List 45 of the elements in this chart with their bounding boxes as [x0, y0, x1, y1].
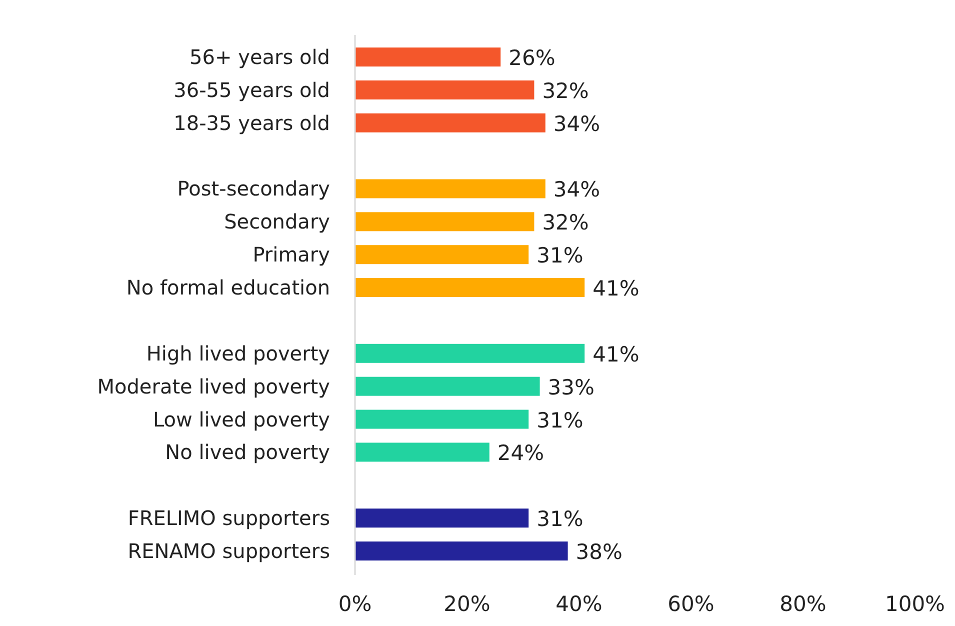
x-tick-label: 20% [444, 592, 490, 616]
bar [355, 376, 540, 396]
y-tick-label: High lived poverty [146, 341, 330, 366]
bar [355, 212, 534, 232]
data-label: 38% [576, 540, 622, 564]
x-tick-label: 40% [556, 592, 602, 616]
x-tick-label: 100% [884, 592, 946, 616]
data-label: 32% [542, 210, 589, 235]
bar [355, 48, 501, 66]
y-tick-label: FRELIMO supporters [128, 506, 330, 530]
bar [355, 179, 546, 198]
bar [355, 245, 529, 264]
bar [355, 278, 585, 298]
y-tick-label: No lived poverty [165, 440, 330, 464]
bar [355, 410, 529, 429]
y-tick-label: 56+ years old [190, 45, 330, 69]
data-label: 31% [536, 507, 584, 532]
y-tick-label: Secondary [224, 210, 330, 234]
data-label: 34% [553, 112, 600, 136]
y-tick-label: 18-35 years old [174, 110, 330, 135]
bar [355, 542, 568, 560]
y-tick-label: No formal education [126, 276, 330, 300]
x-tick-label: 0% [338, 592, 372, 616]
data-label: 34% [553, 178, 600, 202]
bar [355, 442, 490, 462]
y-tick-label: Primary [252, 242, 330, 267]
y-tick-label: Post-secondary [177, 176, 330, 201]
bar [355, 508, 529, 528]
y-tick-label: RENAMO supporters [128, 539, 330, 563]
data-label: 24% [497, 441, 544, 466]
x-tick-label: 60% [668, 592, 714, 616]
y-tick-label: 36-55 years old [174, 78, 330, 102]
x-tick-label: 80% [780, 592, 826, 616]
y-tick-label: Moderate lived poverty [97, 374, 330, 398]
data-label: 26% [508, 46, 556, 70]
data-label: 41% [592, 276, 640, 301]
bar [355, 113, 546, 132]
bar [355, 80, 534, 100]
data-label: 31% [536, 244, 584, 268]
y-tick-label: Low lived poverty [152, 407, 330, 432]
data-label: 31% [536, 408, 584, 432]
data-label: 32% [542, 78, 589, 103]
bar [355, 344, 585, 363]
data-label: 41% [592, 342, 640, 366]
data-label: 33% [548, 375, 594, 400]
